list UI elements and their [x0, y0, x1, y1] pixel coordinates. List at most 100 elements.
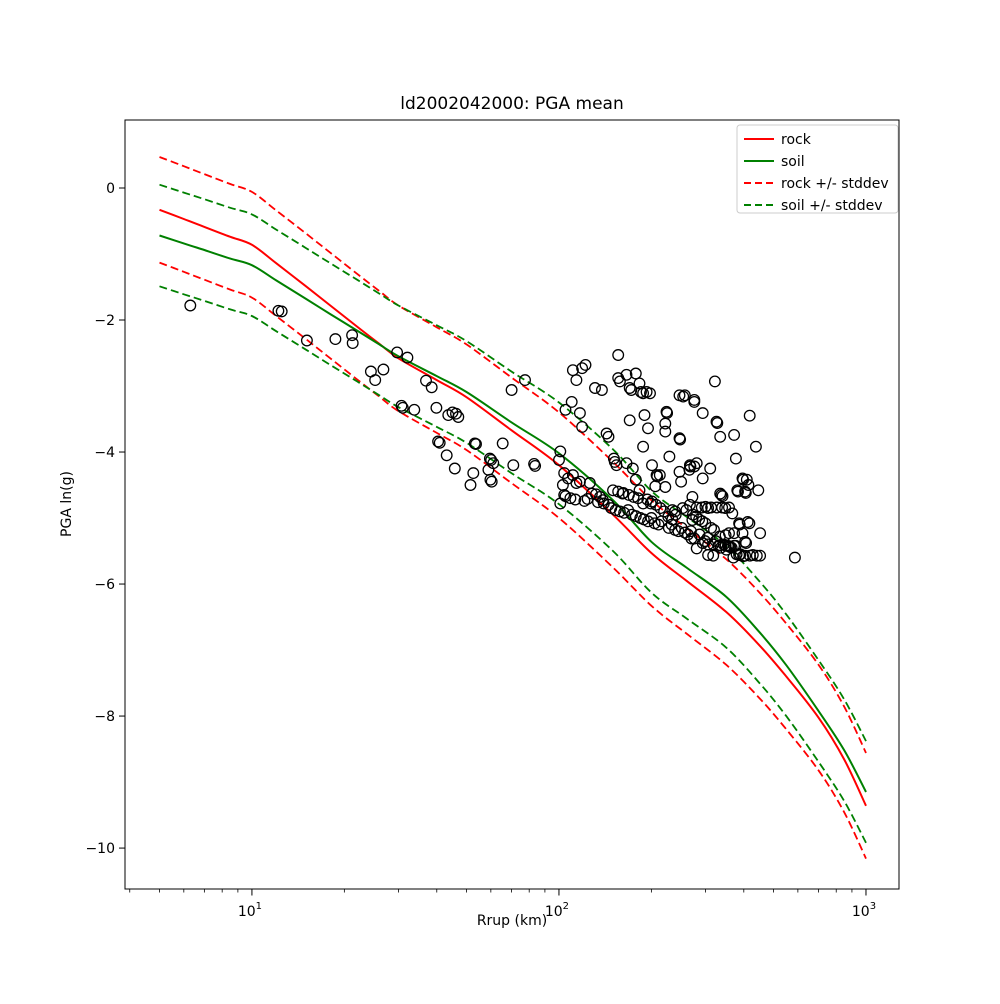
curves-layer: [159, 156, 867, 859]
soil-minus-stddev-line: [159, 285, 867, 844]
scatter-point: [754, 527, 767, 540]
scatter-point: [505, 384, 518, 396]
scatter-point: [696, 407, 709, 420]
scatter-point: [450, 407, 462, 420]
scatter-point: [464, 479, 477, 491]
scatter-point: [569, 493, 582, 506]
scatter-point: [573, 475, 586, 488]
scatter-point: [714, 430, 727, 443]
scatter-point: [432, 435, 445, 448]
scatter-point: [564, 492, 577, 505]
soil-mean-line: [159, 234, 867, 793]
scatter-point: [573, 407, 586, 420]
scatter-point: [661, 407, 674, 420]
scatter-point: [708, 523, 720, 536]
scatter-point: [519, 374, 531, 387]
scatter-point: [620, 368, 633, 381]
scatter-point: [565, 395, 578, 408]
scatter-point: [623, 414, 636, 427]
scatter-point: [644, 497, 657, 510]
scatter-point: [576, 362, 589, 375]
scatter-point: [649, 480, 662, 493]
scatter-point: [433, 436, 446, 449]
scatter-point: [690, 501, 703, 514]
scatter-point: [723, 501, 735, 514]
scatter-point: [627, 490, 640, 503]
scatter-point: [440, 449, 453, 462]
scatter-point: [678, 389, 691, 402]
x-axis-label: Rrup (km): [477, 913, 547, 929]
rock-mean-line: [159, 208, 867, 807]
scatter-point: [637, 497, 650, 510]
scatter-point: [728, 527, 741, 540]
scatter-point: [602, 430, 615, 443]
scatter-point: [300, 334, 313, 347]
scatter-point: [742, 479, 755, 491]
scatter-point: [746, 549, 759, 561]
scatter-point: [690, 457, 703, 470]
scatter-point: [749, 440, 762, 453]
scatter-point: [589, 382, 601, 394]
scatter-point: [642, 422, 654, 435]
scatter-point: [553, 453, 565, 466]
y-tick-label: −8: [94, 709, 115, 725]
x-tick-label: 101: [238, 901, 262, 920]
scatter-point: [558, 488, 571, 501]
scatter-point: [702, 549, 715, 561]
scatter-point: [740, 473, 753, 486]
scatter-point: [652, 518, 665, 531]
scatter-point: [653, 469, 666, 482]
scatter-point: [595, 384, 608, 396]
scatter-point: [408, 403, 421, 416]
scatter-point: [681, 528, 694, 541]
x-tick-label: 103: [852, 901, 876, 920]
scatter-point: [642, 515, 654, 528]
scatter-point: [663, 450, 676, 463]
scatter-point: [739, 486, 752, 499]
scatter-point: [675, 475, 688, 488]
scatter-point: [470, 438, 482, 451]
scatter-point: [727, 551, 740, 564]
scatter-point: [566, 469, 579, 482]
scatter-point: [579, 358, 592, 371]
scatter-point: [377, 363, 390, 376]
scatter-point: [617, 486, 630, 499]
scatter-point: [739, 549, 752, 562]
scatter-point: [704, 462, 717, 475]
scatter-point: [750, 549, 763, 562]
scatter-point: [716, 490, 729, 503]
scatter-point: [714, 487, 727, 500]
scatter-point: [677, 390, 690, 403]
scatter-point: [570, 374, 583, 387]
scatter-point: [644, 387, 656, 400]
legend-label: rock: [781, 132, 812, 148]
scatter-point: [369, 374, 382, 387]
scatter-point: [715, 488, 728, 501]
scatter-point: [623, 382, 636, 394]
scatter-point: [726, 507, 739, 520]
scatter-layer: [184, 299, 801, 564]
scatter-point: [401, 351, 414, 364]
scatter-point: [723, 527, 735, 540]
rock-plus-stddev-line: [159, 156, 867, 754]
scatter-point: [646, 495, 658, 508]
scatter-point: [696, 515, 709, 528]
scatter-point: [329, 333, 342, 346]
scatter-point: [710, 501, 723, 514]
legend-label: soil +/- stddev: [781, 198, 883, 214]
rock-minus-stddev-line: [159, 261, 867, 859]
scatter-point: [743, 517, 756, 530]
scatter-point: [674, 433, 687, 446]
scatter-point: [467, 467, 480, 480]
scatter-point: [425, 381, 438, 394]
axes-frame: [124, 119, 900, 890]
scatter-point: [743, 409, 756, 422]
scatter-point: [554, 445, 567, 458]
scatter-point: [635, 386, 647, 398]
scatter-point: [734, 548, 747, 561]
scatter-point: [741, 516, 754, 528]
scatter-point: [487, 457, 500, 470]
scatter-point: [430, 401, 443, 414]
